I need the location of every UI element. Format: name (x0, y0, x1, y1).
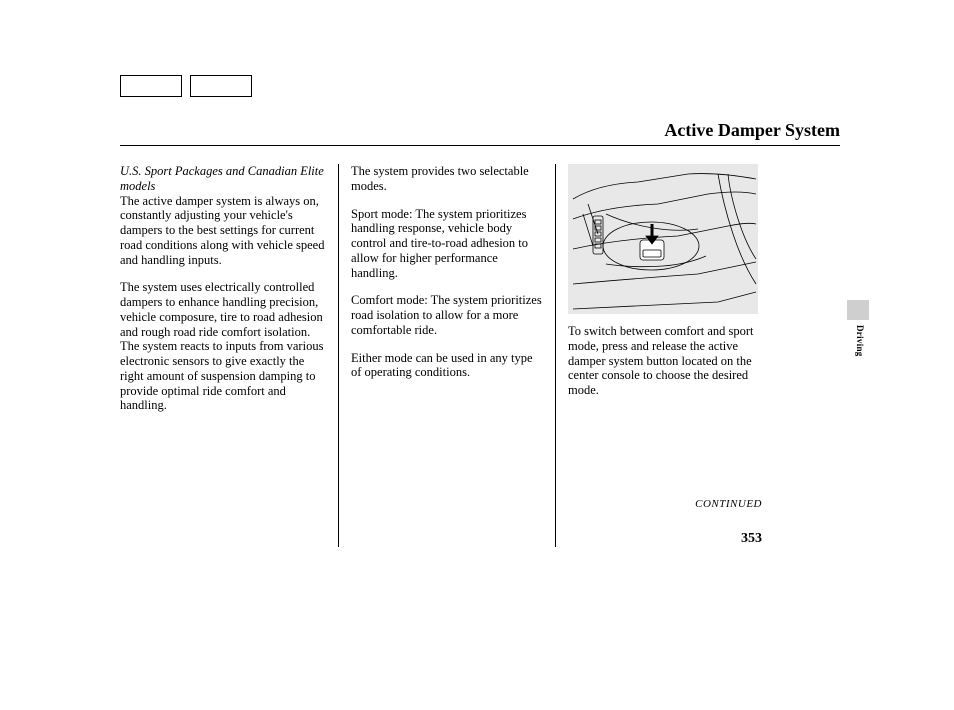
col2-para-3: Comfort mode: The system prioritizes roa… (351, 293, 543, 337)
top-nav-boxes (120, 75, 252, 97)
col2-para-1: The system provides two selectable modes… (351, 164, 543, 194)
column-1: U.S. Sport Packages and Canadian Elite m… (120, 164, 338, 547)
col2-para-4: Either mode can be used in any type of o… (351, 351, 543, 381)
section-tab: Driving (847, 300, 869, 362)
col2-para-2: Sport mode: The system prioritizes handl… (351, 207, 543, 281)
section-tab-label: Driving (855, 325, 865, 357)
page-number: 353 (568, 531, 762, 548)
column-2: The system provides two selectable modes… (338, 164, 556, 547)
continued-label: CONTINUED (568, 498, 762, 511)
body-columns: U.S. Sport Packages and Canadian Elite m… (120, 164, 840, 547)
col3-para-1: To switch between comfort and sport mode… (568, 324, 764, 398)
page-title: Active Damper System (120, 120, 840, 141)
col1-para-2: The system uses electrically controlled … (120, 280, 328, 413)
column-3: To switch between comfort and sport mode… (556, 164, 774, 547)
nav-box-1[interactable] (120, 75, 182, 97)
console-illustration (568, 164, 758, 314)
models-subhead: U.S. Sport Packages and Canadian Elite m… (120, 164, 328, 194)
nav-box-2[interactable] (190, 75, 252, 97)
title-rule (120, 145, 840, 146)
section-tab-bg (847, 300, 869, 320)
col1-para-1: The active damper system is always on, c… (120, 194, 328, 268)
